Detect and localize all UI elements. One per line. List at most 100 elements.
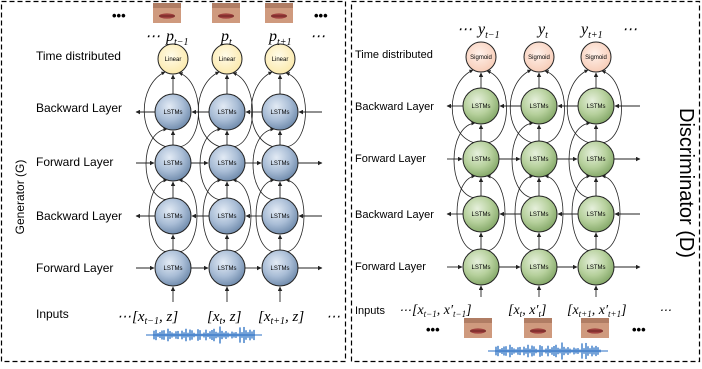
skip-connection [601,174,621,252]
face-thumbnail-icon [153,3,181,23]
disc-lstm-node [577,195,615,233]
disc-label-time-distributed: Time distributed [355,49,433,61]
disc-output-node [523,41,555,73]
disc-input-right-ellipsis: ⋯ [659,303,671,317]
audio-waveform-icon [488,342,608,360]
gen-lstm-node-label: LSTMs [217,266,236,272]
skip-connection [232,72,253,148]
skip-connection [509,69,534,144]
gen-output-left-ellipsis: ⋯ [145,29,160,45]
ellipsis-icon: ••• [112,8,126,23]
gen-output-node-label: Linear [272,57,289,63]
gen-label-inputs: Inputs [36,307,69,321]
skip-connection [568,121,591,199]
gen-lstm-node [154,197,192,235]
generator-title: Generator (G) [13,160,27,235]
face-thumbnail-icon [212,3,240,23]
disc-lstm-node-label: LSTMs [471,104,490,110]
discriminator-title: Discriminator (D) [675,108,697,258]
skip-connection [514,174,534,252]
gen-lstm-node [261,197,299,235]
skip-connection [456,174,476,252]
disc-lstm-node [462,248,500,286]
gen-input-curr: [xt, z] [207,309,242,327]
gen-lstm-node-label: LSTMs [217,110,236,116]
disc-lstm-node-label: LSTMs [471,157,490,163]
gen-input-left-ellipsis: ⋯ [117,310,131,325]
disc-output-node-label: Sigmoid [470,55,492,61]
face-nose-shadow [153,3,181,8]
skip-connection [544,70,565,144]
disc-label-forward-bottom: Forward Layer [355,261,426,273]
disc-label-backward-top: Backward Layer [355,101,434,113]
gen-lstm-node [154,93,192,131]
gen-input-right-ellipsis: ⋯ [326,310,340,325]
gen-lstm-node [154,144,192,182]
skip-connection [255,178,275,253]
skip-connection [453,121,476,199]
disc-input-prev: [xt−1, x′t−1] [412,303,472,319]
disc-lstm-node-label: LSTMs [586,157,605,163]
network-nodes: LSTMs LSTMs LSTMs LSTMs Linear LSTMs LSTMs LSTM… [154,41,615,287]
ellipsis-icon: ••• [426,322,440,337]
gen-lstm-node [208,144,246,182]
ellipsis-icon: ••• [632,322,646,337]
disc-input-left-ellipsis: ⋯ [399,303,411,317]
skip-connection [544,174,564,252]
discriminator-connections [446,69,641,297]
disc-output-node [465,41,497,73]
gen-output-node [211,43,243,75]
gen-lstm-node [261,249,299,287]
gen-lstm-node [208,197,246,235]
disc-lstm-node [577,248,615,286]
generator-connections [135,71,323,302]
generator-panel-frame [0,0,347,363]
skip-connection [145,127,168,201]
face-nose-shadow [524,318,552,323]
disc-output-y-prev: yt−1 [476,21,500,41]
skip-connection [202,178,222,253]
gen-lstm-node-label: LSTMs [270,266,289,272]
gen-lstm-node-label: LSTMs [270,214,289,220]
disc-lstm-node [520,195,558,233]
skip-connection [486,174,506,252]
skip-connection [250,71,275,148]
gen-lstm-node [154,249,192,287]
face-thumbnail-icon [464,318,492,338]
gen-label-backward-top: Backward Layer [36,101,122,115]
face-thumbnail-icon [524,318,552,338]
gen-output-node [157,43,189,75]
gen-lstm-node [208,249,246,287]
gen-lstm-node [261,144,299,182]
discriminator-panel-frame [350,0,701,363]
gen-label-backward-bottom: Backward Layer [36,209,122,223]
disc-label-inputs: Inputs [355,305,385,317]
skip-connection [566,69,591,144]
gen-output-p-next: pt+1 [268,28,292,48]
disc-lstm-node [462,87,500,125]
gen-output-node [264,43,296,75]
skip-connection [199,127,222,201]
disc-lstm-node-label: LSTMs [529,157,548,163]
disc-lstm-node [577,140,615,178]
disc-output-node-label: Sigmoid [528,55,550,61]
disc-input-curr: [xt, x′t] [508,303,546,319]
disc-lstm-node-label: LSTMs [529,212,548,218]
skip-connection [511,121,534,199]
gen-lstm-node [208,93,246,131]
audio-waveform-icon [146,326,262,344]
disc-output-y-curr: yt [536,21,548,41]
disc-label-backward-bottom: Backward Layer [355,209,434,221]
disc-output-right-ellipsis: ⋯ [622,22,637,38]
disc-lstm-node [520,248,558,286]
gen-label-forward-top: Forward Layer [36,155,113,169]
disc-lstm-node [520,140,558,178]
skip-connection [178,178,198,253]
disc-output-left-ellipsis: ⋯ [457,22,472,38]
ellipsis-icon: ••• [314,8,328,23]
gen-output-node-label: Linear [219,57,236,63]
gen-lstm-node-label: LSTMs [217,161,236,167]
skip-connection [197,71,222,148]
disc-lstm-node-label: LSTMs [586,265,605,271]
